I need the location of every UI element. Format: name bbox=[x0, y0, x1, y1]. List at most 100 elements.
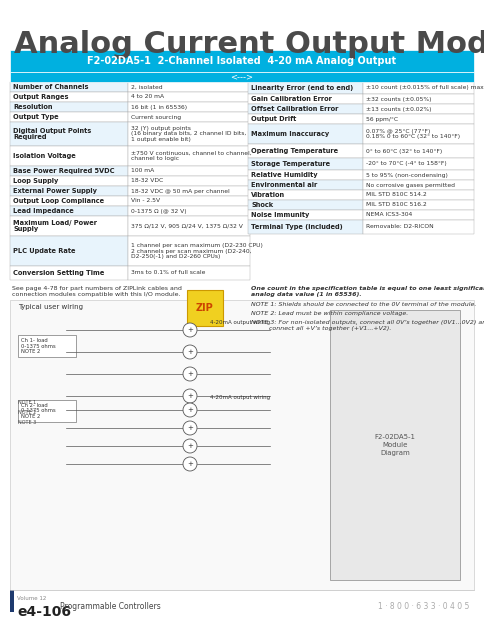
Bar bbox=[10, 72, 474, 82]
Text: Offset Calibration Error: Offset Calibration Error bbox=[251, 106, 338, 112]
Text: Volume 12: Volume 12 bbox=[17, 596, 46, 601]
Text: Gain Calibration Error: Gain Calibration Error bbox=[251, 96, 332, 102]
Text: NOTE 1: Shields should be connected to the 0V terminal of the module.: NOTE 1: Shields should be connected to t… bbox=[251, 302, 476, 307]
Text: Resolution: Resolution bbox=[13, 104, 52, 110]
Bar bbox=[128, 196, 250, 206]
Text: Output Type: Output Type bbox=[13, 114, 59, 120]
Bar bbox=[363, 210, 474, 220]
Text: Ch 1- load
0-1375 ohms
NOTE 2: Ch 1- load 0-1375 ohms NOTE 2 bbox=[21, 338, 56, 355]
Bar bbox=[128, 186, 250, 196]
Text: Terminal Type (included): Terminal Type (included) bbox=[251, 224, 343, 230]
Text: 375 Ω/12 V, 905 Ω/24 V, 1375 Ω/32 V: 375 Ω/12 V, 905 Ω/24 V, 1375 Ω/32 V bbox=[131, 223, 243, 228]
Text: Operating Temperature: Operating Temperature bbox=[251, 148, 338, 154]
Bar bbox=[10, 112, 128, 122]
Text: 0° to 60°C (32° to 140°F): 0° to 60°C (32° to 140°F) bbox=[366, 148, 442, 154]
Text: 18-32 VDC: 18-32 VDC bbox=[131, 179, 163, 184]
Text: +: + bbox=[187, 349, 193, 355]
Text: See page 4-78 for part numbers of ZIPLink cables and
connection modules compatib: See page 4-78 for part numbers of ZIPLin… bbox=[12, 286, 182, 297]
Text: Analog Current Output Modules: Analog Current Output Modules bbox=[14, 30, 484, 59]
Text: Maximum Inaccuracy: Maximum Inaccuracy bbox=[251, 131, 329, 137]
Bar bbox=[10, 146, 128, 166]
Text: ±750 V continuous, channel to channel,
channel to logic: ±750 V continuous, channel to channel, c… bbox=[131, 150, 252, 161]
Circle shape bbox=[183, 421, 197, 435]
Text: +: + bbox=[187, 407, 193, 413]
Text: ±13 counts (±0.02%): ±13 counts (±0.02%) bbox=[366, 106, 432, 111]
Bar bbox=[10, 236, 128, 266]
Bar bbox=[10, 266, 128, 280]
Circle shape bbox=[183, 345, 197, 359]
Text: 0-1375 Ω (@ 32 V): 0-1375 Ω (@ 32 V) bbox=[131, 209, 187, 214]
Bar bbox=[128, 206, 250, 216]
Bar bbox=[248, 170, 363, 180]
Text: MIL STD 810C 516.2: MIL STD 810C 516.2 bbox=[366, 202, 427, 207]
Text: NEMA ICS3-304: NEMA ICS3-304 bbox=[366, 212, 412, 218]
Text: No corrosive gases permitted: No corrosive gases permitted bbox=[366, 182, 455, 188]
Bar bbox=[248, 190, 363, 200]
Text: +: + bbox=[187, 461, 193, 467]
Text: 1 channel per scan maximum (D2-230 CPU)
2 channels per scan maximum (D2-240,
D2-: 1 channel per scan maximum (D2-230 CPU) … bbox=[131, 243, 263, 259]
Bar bbox=[10, 50, 474, 72]
Bar bbox=[363, 220, 474, 234]
Bar bbox=[248, 180, 363, 190]
Text: NOTE 2: NOTE 2 bbox=[18, 410, 36, 415]
Bar bbox=[128, 166, 250, 176]
Bar bbox=[18, 335, 76, 357]
Text: PLC Update Rate: PLC Update Rate bbox=[13, 248, 76, 254]
Text: 0.07% @ 25°C (77°F)
0.18% 0 to 60°C (32° to 140°F): 0.07% @ 25°C (77°F) 0.18% 0 to 60°C (32°… bbox=[366, 129, 460, 140]
Text: Relative Humidity: Relative Humidity bbox=[251, 172, 318, 178]
Text: Loop Supply: Loop Supply bbox=[13, 178, 59, 184]
Bar bbox=[248, 82, 363, 94]
Bar bbox=[10, 206, 128, 216]
Text: 4-20mA output wiring: 4-20mA output wiring bbox=[210, 320, 270, 325]
Text: 2, isolated: 2, isolated bbox=[131, 84, 163, 90]
Circle shape bbox=[183, 323, 197, 337]
Text: 32 (Y) output points
(16 binary data bits, 2 channel ID bits,
1 output enable bi: 32 (Y) output points (16 binary data bit… bbox=[131, 125, 246, 142]
Bar bbox=[10, 102, 128, 112]
Text: Ch 2- load
0-1375 ohms
NOTE 2: Ch 2- load 0-1375 ohms NOTE 2 bbox=[21, 403, 56, 419]
Text: Storage Temperature: Storage Temperature bbox=[251, 161, 330, 167]
Text: Number of Channels: Number of Channels bbox=[13, 84, 89, 90]
Bar bbox=[128, 112, 250, 122]
Bar bbox=[10, 92, 128, 102]
Bar bbox=[10, 216, 128, 236]
Bar bbox=[128, 82, 250, 92]
Circle shape bbox=[183, 389, 197, 403]
Text: F2-02DA5-1
Module
Diagram: F2-02DA5-1 Module Diagram bbox=[375, 434, 415, 456]
Text: ±10 count (±0.015% of full scale) maximum: ±10 count (±0.015% of full scale) maximu… bbox=[366, 86, 484, 90]
Bar bbox=[330, 310, 460, 580]
Text: Maximum Load/ Power
Supply: Maximum Load/ Power Supply bbox=[13, 220, 97, 232]
Text: 3ms to 0.1% of full scale: 3ms to 0.1% of full scale bbox=[131, 271, 205, 275]
Text: Noise Immunity: Noise Immunity bbox=[251, 212, 309, 218]
Text: Output Loop Compliance: Output Loop Compliance bbox=[13, 198, 104, 204]
Text: +: + bbox=[187, 371, 193, 377]
Text: MIL STD 810C 514.2: MIL STD 810C 514.2 bbox=[366, 193, 427, 198]
Bar bbox=[128, 102, 250, 112]
Bar bbox=[128, 266, 250, 280]
Text: 1 · 8 0 0 · 6 3 3 · 0 4 0 5: 1 · 8 0 0 · 6 3 3 · 0 4 0 5 bbox=[378, 602, 469, 611]
Text: One count in the specification table is equal to one least significant bit of th: One count in the specification table is … bbox=[251, 286, 484, 297]
Text: +: + bbox=[187, 425, 193, 431]
Circle shape bbox=[183, 439, 197, 453]
Text: 100 mA: 100 mA bbox=[131, 168, 154, 173]
Bar bbox=[128, 92, 250, 102]
Text: F2-02DA5-1  2-Channel Isolated  4-20 mA Analog Output: F2-02DA5-1 2-Channel Isolated 4-20 mA An… bbox=[88, 56, 396, 66]
Bar bbox=[248, 94, 363, 104]
Bar bbox=[10, 300, 474, 590]
Text: Removable: D2-RICON: Removable: D2-RICON bbox=[366, 225, 434, 230]
Text: Vin - 2.5V: Vin - 2.5V bbox=[131, 198, 160, 204]
Text: Output Ranges: Output Ranges bbox=[13, 94, 69, 100]
Text: ZIP: ZIP bbox=[196, 303, 214, 313]
Bar bbox=[363, 82, 474, 94]
Text: e4-106: e4-106 bbox=[17, 605, 71, 619]
Text: NOTE 1: NOTE 1 bbox=[18, 400, 36, 405]
Text: -20° to 70°C (-4° to 158°F): -20° to 70°C (-4° to 158°F) bbox=[366, 161, 447, 166]
Text: Isolation Voltage: Isolation Voltage bbox=[13, 153, 76, 159]
Bar bbox=[128, 236, 250, 266]
Bar bbox=[248, 144, 363, 158]
Text: 16 bit (1 in 65536): 16 bit (1 in 65536) bbox=[131, 104, 187, 109]
Bar bbox=[18, 400, 76, 422]
Bar bbox=[363, 170, 474, 180]
Bar bbox=[248, 124, 363, 144]
Text: Current sourcing: Current sourcing bbox=[131, 115, 181, 120]
Bar bbox=[363, 94, 474, 104]
